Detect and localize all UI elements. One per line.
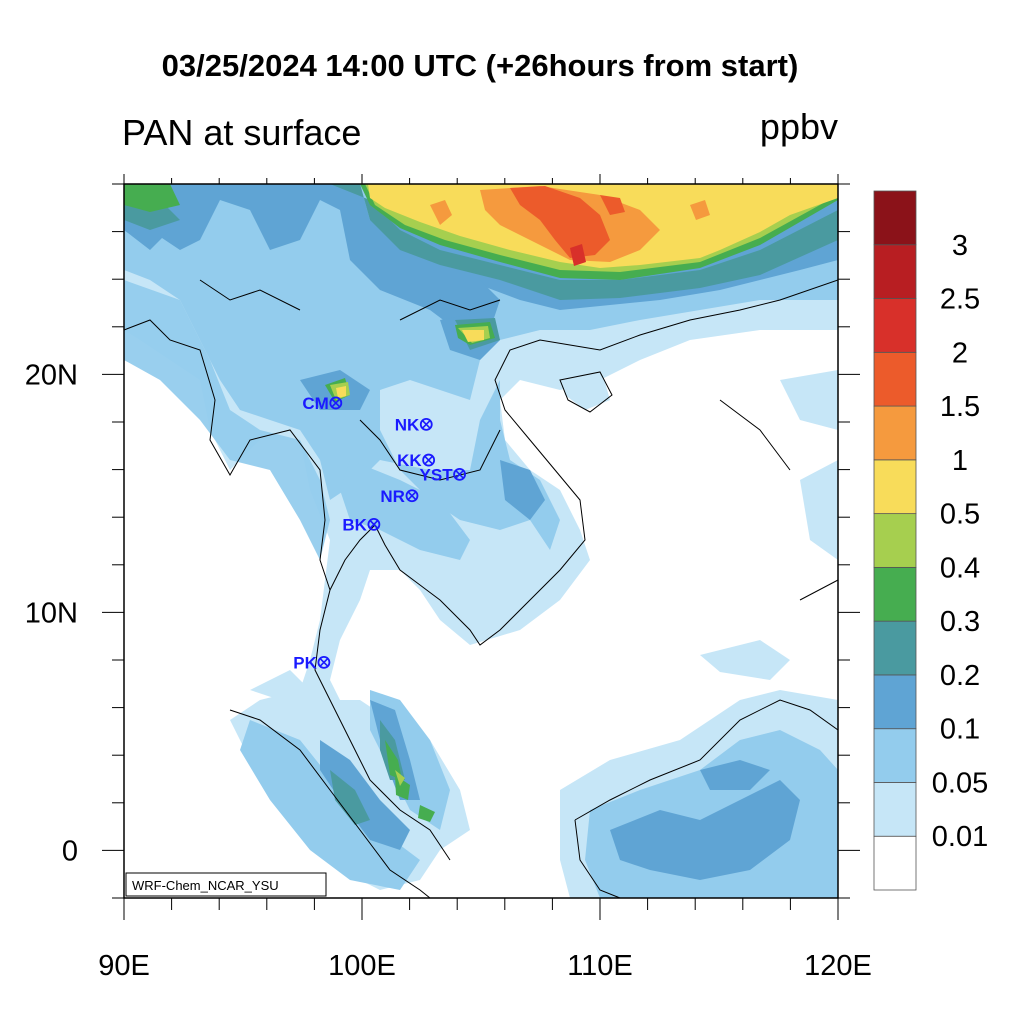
y-tick-label: 0 xyxy=(62,835,78,867)
station-cross xyxy=(424,455,434,465)
colorbar-swatch xyxy=(873,620,917,676)
y-axis-labels: 0 10N 20N xyxy=(25,359,78,867)
station-marker-icon xyxy=(405,489,419,503)
station-marker-icon xyxy=(453,467,466,481)
station-marker-icon xyxy=(419,417,433,431)
y-tick-label: 20N xyxy=(25,359,78,391)
station-cm: CM xyxy=(302,394,343,413)
station-marker-icon xyxy=(329,396,343,410)
colorbar-label: 2 xyxy=(952,337,968,369)
colorbar-label: 1 xyxy=(952,445,968,477)
coastlines-and-borders xyxy=(124,279,838,898)
colorbar-swatch xyxy=(873,459,917,515)
concentration-field xyxy=(124,184,838,898)
station-label: YST xyxy=(420,465,454,484)
station-label: NR xyxy=(380,487,405,506)
station-label: KK xyxy=(397,451,422,470)
x-tick-label: 120E xyxy=(804,950,872,982)
colorbar-swatch xyxy=(873,835,917,891)
colorbar-label: 3 xyxy=(952,230,968,262)
colorbar-label: 0.4 xyxy=(940,552,980,584)
colorbar-label: 0.01 xyxy=(932,821,988,853)
colorbar-swatch xyxy=(873,244,917,299)
colorbar-swatch xyxy=(873,782,917,837)
colorbar-label: 0.3 xyxy=(940,606,980,638)
level-2 xyxy=(570,244,586,266)
axis-ticks xyxy=(102,174,860,920)
colorbar-swatch xyxy=(873,728,917,783)
station-label: CM xyxy=(302,394,328,413)
colorbar-label: 2.5 xyxy=(940,284,980,316)
x-tick-label: 100E xyxy=(328,950,396,982)
station-cross xyxy=(369,519,379,529)
station-label: PK xyxy=(293,653,317,672)
colorbar-swatch xyxy=(873,298,917,353)
colorbar-swatch xyxy=(873,566,917,622)
station-label: NK xyxy=(395,415,420,434)
map-title: 03/25/2024 14:00 UTC (+26hours from star… xyxy=(161,48,799,83)
station-nk: NK xyxy=(395,415,433,434)
model-credit: WRF-Chem_NCAR_YSU xyxy=(125,872,327,897)
x-axis-labels: 90E 100E 110E 120E xyxy=(98,950,872,982)
station-cross xyxy=(331,398,341,408)
station-pk: PK xyxy=(293,653,331,672)
colorbar-label: 0.1 xyxy=(940,714,980,746)
station-cross xyxy=(455,469,464,479)
station-nr: NR xyxy=(380,487,419,506)
colorbar-label: 0.5 xyxy=(940,499,980,531)
station-marker-icon xyxy=(422,453,436,467)
colorbar-label: 0.2 xyxy=(940,660,980,692)
colorbar-swatch xyxy=(873,351,917,407)
station-label: BK xyxy=(342,515,367,534)
station-cross xyxy=(319,658,329,667)
station-marker-icon xyxy=(367,517,381,531)
colorbar-swatch xyxy=(873,513,917,568)
colorbar-swatch xyxy=(873,405,917,461)
colorbar: 0.01 0.05 0.1 0.2 0.3 0.4 0.5 1 1.5 2 2.5 3 xyxy=(873,190,988,891)
model-credit-text: WRF-Chem_NCAR_YSU xyxy=(132,878,279,893)
y-tick-label: 10N xyxy=(25,597,78,629)
station-marker-icon xyxy=(317,655,331,669)
colorbar-label: 0.05 xyxy=(932,767,988,799)
variable-label: PAN at surface xyxy=(122,112,362,153)
colorbar-swatch xyxy=(873,190,917,246)
colorbar-label: 1.5 xyxy=(940,391,980,423)
x-tick-label: 90E xyxy=(98,950,150,982)
plot-frame xyxy=(123,183,839,899)
station-kk: KK xyxy=(397,451,436,470)
station-cross xyxy=(407,491,417,501)
x-tick-label: 110E xyxy=(567,950,633,982)
units-label: ppbv xyxy=(759,106,838,147)
station-bk: BK xyxy=(342,515,381,534)
station-yst: YST xyxy=(420,465,466,484)
level-1-5 xyxy=(510,186,625,258)
colorbar-swatch xyxy=(873,674,917,730)
station-cross xyxy=(421,420,431,429)
